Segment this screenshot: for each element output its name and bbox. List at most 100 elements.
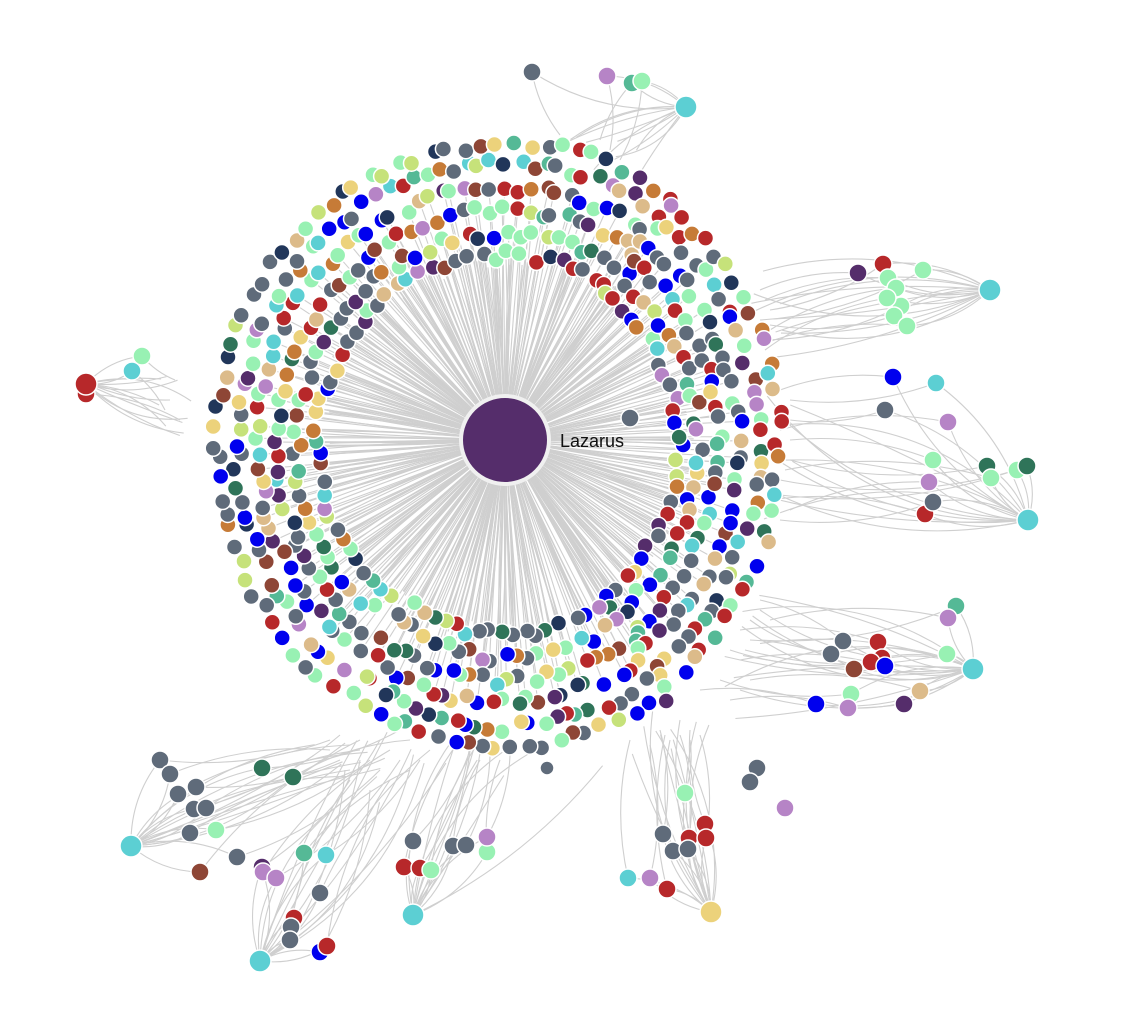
cluster-node-left[interactable] xyxy=(122,361,142,381)
ring-node[interactable] xyxy=(256,377,275,396)
cluster-node-bottom-far-left[interactable] xyxy=(310,883,330,903)
cluster-node-top[interactable] xyxy=(522,62,542,82)
ring-node[interactable] xyxy=(352,193,370,211)
ring-node[interactable] xyxy=(631,169,649,187)
ring-node[interactable] xyxy=(672,244,690,262)
ring-node[interactable] xyxy=(473,651,492,669)
ring-node[interactable] xyxy=(275,543,294,561)
ring-node[interactable] xyxy=(655,678,674,696)
ring-node[interactable] xyxy=(726,321,745,339)
ring-node[interactable] xyxy=(701,313,719,331)
ring-node[interactable] xyxy=(253,314,271,333)
ring-node[interactable] xyxy=(721,514,740,532)
ring-node[interactable] xyxy=(661,376,679,394)
ring-node[interactable] xyxy=(687,420,705,438)
ring-node[interactable] xyxy=(365,240,384,259)
ring-node[interactable] xyxy=(428,214,447,232)
cluster-node-bottom-left[interactable] xyxy=(206,820,226,840)
cluster-node-bottom-center[interactable] xyxy=(657,879,677,899)
ring-node[interactable] xyxy=(232,306,250,325)
ring-node[interactable] xyxy=(468,229,487,248)
ring-node[interactable] xyxy=(328,362,347,380)
ring-node[interactable] xyxy=(351,594,370,613)
ring-node[interactable] xyxy=(733,354,752,372)
ring-node[interactable] xyxy=(248,530,267,548)
ring-node[interactable] xyxy=(444,162,463,181)
ring-node[interactable] xyxy=(610,710,628,729)
ring-node[interactable] xyxy=(485,135,504,154)
cluster-node-top[interactable] xyxy=(597,66,617,86)
ring-node[interactable] xyxy=(264,333,283,351)
ring-node[interactable] xyxy=(570,194,588,212)
ring-node[interactable] xyxy=(644,182,663,200)
ring-node[interactable] xyxy=(546,688,564,706)
ring-node[interactable] xyxy=(479,180,498,199)
ring-node[interactable] xyxy=(553,731,571,750)
ring-node[interactable] xyxy=(465,198,484,217)
ring-node[interactable] xyxy=(309,234,327,252)
ring-node[interactable] xyxy=(288,286,307,305)
ring-node[interactable] xyxy=(610,202,629,220)
ring-node[interactable] xyxy=(769,447,787,466)
ring-node[interactable] xyxy=(447,733,466,751)
ring-node[interactable] xyxy=(494,155,512,174)
cluster-node-right[interactable] xyxy=(1017,456,1037,476)
ring-node[interactable] xyxy=(239,369,257,387)
ring-node[interactable] xyxy=(287,607,305,626)
ring-node[interactable] xyxy=(426,635,445,653)
ring-node[interactable] xyxy=(600,698,618,717)
ring-node[interactable] xyxy=(286,576,305,595)
ring-node[interactable] xyxy=(511,694,529,713)
ring-node[interactable] xyxy=(342,210,361,228)
ring-node[interactable] xyxy=(270,287,288,305)
ring-node[interactable] xyxy=(257,596,276,614)
ring-node[interactable] xyxy=(709,290,728,309)
cluster-node-bottom-left[interactable] xyxy=(168,784,188,804)
cluster-hub-top[interactable] xyxy=(674,95,698,119)
ring-node[interactable] xyxy=(590,598,609,617)
ring-node[interactable] xyxy=(678,513,696,532)
ring-node[interactable] xyxy=(744,504,763,523)
ring-node[interactable] xyxy=(405,593,424,612)
stray-node[interactable] xyxy=(620,408,640,428)
cluster-node-bottom-left[interactable] xyxy=(186,777,206,797)
ring-node[interactable] xyxy=(678,271,696,289)
ring-node[interactable] xyxy=(329,520,347,539)
ring-node[interactable] xyxy=(747,395,766,414)
ring-node[interactable] xyxy=(312,602,331,620)
ring-node[interactable] xyxy=(708,435,726,453)
ring-node[interactable] xyxy=(619,566,637,585)
ring-node[interactable] xyxy=(244,354,262,373)
ring-node[interactable] xyxy=(485,692,503,711)
ring-node[interactable] xyxy=(375,285,393,304)
ring-node[interactable] xyxy=(325,196,343,215)
ring-node[interactable] xyxy=(204,439,222,458)
ring-node[interactable] xyxy=(307,310,326,329)
cluster-node-upper-right[interactable] xyxy=(897,316,917,336)
ring-node[interactable] xyxy=(544,640,562,659)
ring-node[interactable] xyxy=(540,206,558,225)
cluster-node-bottom-mid[interactable] xyxy=(403,831,423,851)
ring-node[interactable] xyxy=(747,475,766,494)
ring-node[interactable] xyxy=(493,722,511,741)
ring-node[interactable] xyxy=(657,692,675,710)
cluster-node-lower-right[interactable] xyxy=(875,656,895,676)
ring-node[interactable] xyxy=(657,218,676,236)
ring-node[interactable] xyxy=(345,684,363,702)
cluster-node-bottom-center[interactable] xyxy=(653,824,673,844)
ring-node[interactable] xyxy=(287,406,306,425)
cluster-hub-bottom-center[interactable] xyxy=(699,900,723,924)
cluster-node-right[interactable] xyxy=(938,412,958,432)
ring-node[interactable] xyxy=(597,150,615,168)
ring-node[interactable] xyxy=(651,601,669,620)
ring-node[interactable] xyxy=(732,432,750,450)
ring-node[interactable] xyxy=(357,225,375,243)
ring-node[interactable] xyxy=(377,686,395,704)
ring-node[interactable] xyxy=(658,505,677,523)
ring-node[interactable] xyxy=(439,182,458,200)
ring-node[interactable] xyxy=(421,243,439,262)
ring-node[interactable] xyxy=(289,528,307,547)
ring-node[interactable] xyxy=(763,380,782,398)
ring-node[interactable] xyxy=(518,622,537,640)
ring-node[interactable] xyxy=(589,715,608,734)
